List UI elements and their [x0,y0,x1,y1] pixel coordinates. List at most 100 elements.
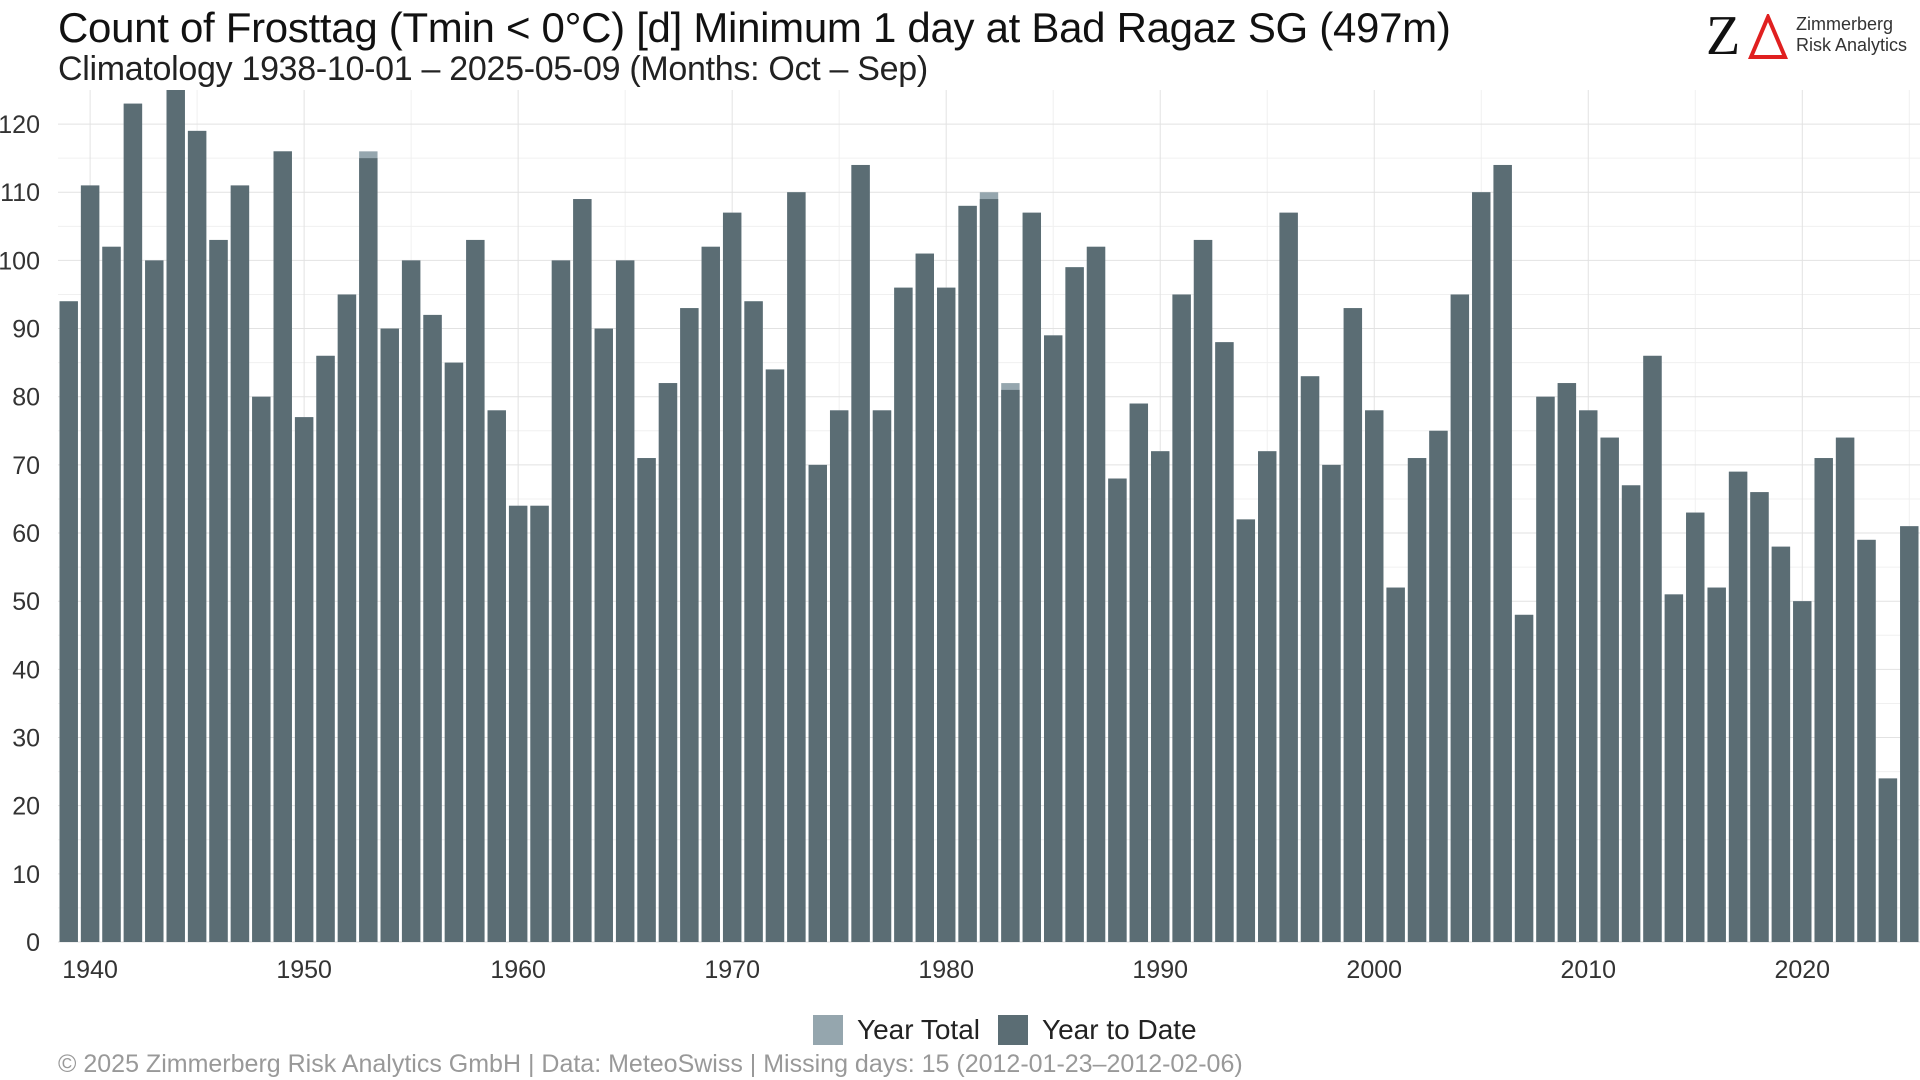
bar-year-to-date [1643,355,1662,943]
x-tick-label: 1950 [276,956,332,984]
bar-year-to-date [1664,594,1684,942]
bar-year-to-date [1750,492,1769,942]
bar-year-to-date [680,308,699,942]
bar-year-to-date [80,185,100,942]
legend: Year Total Year to Date [813,1012,1215,1048]
bar-year-to-date [1579,410,1598,942]
bar-year-to-date [722,212,742,943]
y-tick-label: 100 [0,247,40,275]
bar-year-to-date [209,239,228,942]
bar-year-to-date [594,328,613,942]
bar-year-to-date [1536,396,1555,943]
bar-year-to-date [829,410,849,942]
x-tick-label: 1940 [62,956,118,984]
y-tick-label: 110 [0,179,40,207]
bar-year-to-date [530,505,549,942]
bar-year-to-date [1215,342,1234,942]
x-tick-label: 1970 [704,956,760,984]
bar-year-to-date [1707,587,1726,942]
bar-year-to-date [1900,526,1919,942]
logo-line-1: Zimmerberg [1796,14,1894,34]
bar-year-to-date [423,314,442,943]
footer-credits: © 2025 Zimmerberg Risk Analytics GmbH | … [58,1050,1243,1078]
bar-year-to-date [1386,587,1405,942]
bar-year-to-date [252,396,271,943]
logo-triangle-icon [1748,14,1788,59]
bar-year-to-date [1557,383,1577,942]
x-tick-label: 1990 [1132,956,1188,984]
bar-year-to-date [273,151,292,942]
bar-year-to-date [444,362,464,942]
bar-year-to-date [808,464,827,942]
bar-year-to-date [1878,778,1898,942]
bar-year-to-date [1129,403,1149,942]
y-tick-label: 30 [12,725,40,753]
bar-year-to-date [1429,430,1448,942]
bar-year-to-date [787,192,806,943]
bar-year-to-date [1771,546,1791,942]
bar-year-to-date [615,260,635,942]
bar-year-to-date [851,164,870,942]
bar-year-to-date [1814,458,1833,942]
bar-year-to-date [1365,410,1384,942]
bar-year-to-date [59,301,78,942]
bar-year-to-date [487,410,506,942]
bar-year-to-date [958,205,977,942]
bar-year-to-date [1193,239,1213,942]
y-tick-label: 20 [12,793,40,821]
y-tick-label: 60 [12,520,40,548]
x-tick-label: 1980 [918,956,974,984]
bar-chart: 0 10 20 30 40 50 60 70 80 90 100 110 120 1940 1950 1960… [0,90,1920,984]
bar-year-to-date [1172,294,1191,943]
bar-year-to-date [1343,308,1363,942]
bar-year-to-date [573,199,592,942]
logo-line-2: Risk Analytics [1796,35,1908,55]
bar-year-to-date [1151,451,1170,942]
legend-label-year-to-date: Year to Date [1042,1014,1197,1045]
bar-year-to-date [1728,471,1748,942]
bar-year-to-date [1514,614,1534,942]
y-tick-label: 70 [12,452,40,480]
bar-year-to-date [1407,458,1427,942]
bar-year-to-date [294,417,314,943]
bar-year-to-date [1108,478,1127,942]
y-tick-label: 10 [12,861,40,889]
legend-swatch-year-total [813,1015,843,1045]
bar-year-to-date [1450,294,1470,943]
bar-year-to-date [1065,267,1084,942]
y-tick-label: 90 [12,316,40,344]
logo-mark: Z [1706,5,1741,67]
bar-year-to-date [187,130,207,942]
bar-year-to-date [894,287,913,942]
bar-year-to-date [1279,212,1298,943]
x-tick-label: 2000 [1346,956,1402,984]
x-tick-label: 2020 [1774,956,1830,984]
bar-year-to-date [1621,485,1641,942]
y-tick-label: 120 [0,111,40,139]
bar-year-to-date [1044,335,1063,943]
bar-year-to-date [1001,389,1020,942]
bar-year-to-date [359,158,378,942]
bar-year-to-date [466,239,485,942]
bar-year-to-date [637,458,656,942]
bar-year-to-date [658,383,678,942]
bar-year-to-date [337,294,357,943]
x-tick-label: 1960 [490,956,546,984]
bar-year-to-date [1857,539,1876,942]
logo-text: Zimmerberg Risk Analytics [1796,14,1907,56]
bar-year-to-date [102,246,121,942]
y-tick-label: 0 [26,929,40,957]
bar-year-to-date [1600,437,1619,942]
bar-year-to-date [401,260,421,942]
bar-year-to-date [872,410,892,942]
bar-year-to-date [316,355,335,943]
y-tick-label: 40 [12,656,40,684]
bar-year-to-date [123,103,143,942]
chart-title: Count of Frosttag (Tmin < 0°C) [d] Minim… [58,4,1451,51]
bar-year-to-date [1258,451,1277,942]
x-tick-label: 2010 [1560,956,1616,984]
bar-year-to-date [1022,212,1042,943]
bar-year-to-date [1472,192,1491,943]
legend-swatch-year-to-date [998,1015,1028,1045]
bar-year-to-date [1835,437,1855,942]
